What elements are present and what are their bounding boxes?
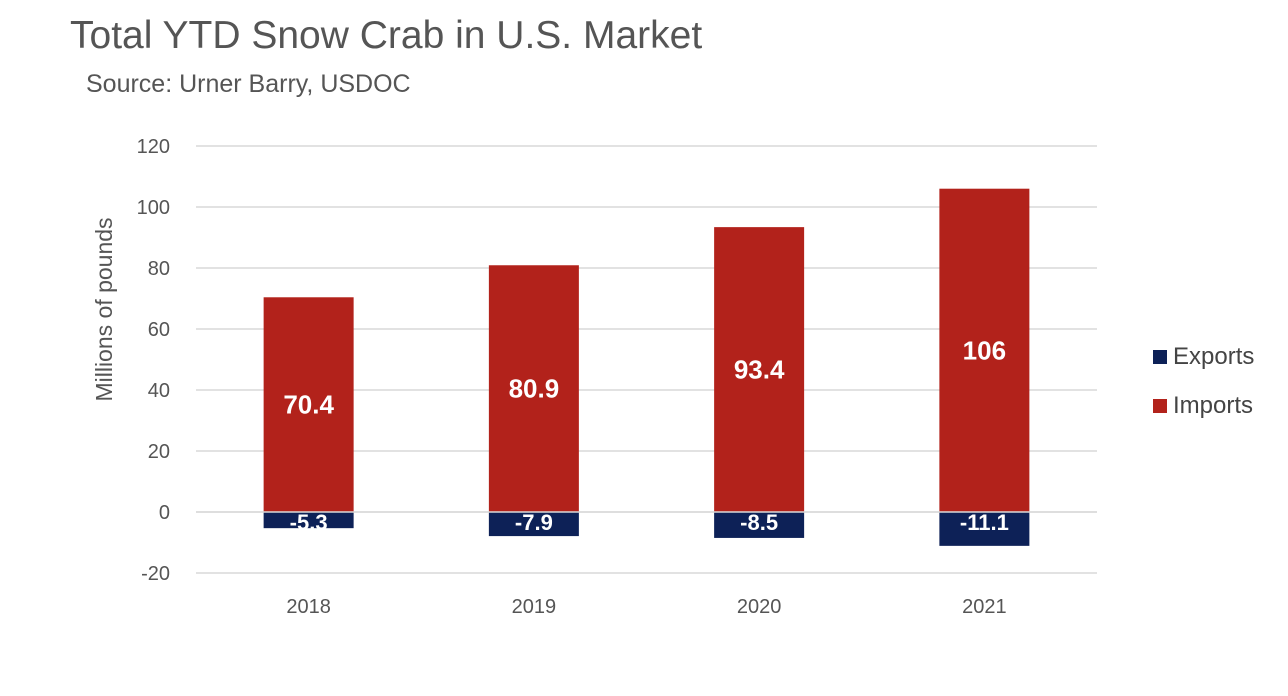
data-label-imports: 106: [963, 335, 1006, 365]
x-tick-label: 2018: [286, 596, 331, 618]
legend-swatch-exports: [1153, 350, 1167, 364]
bar-imports: [488, 265, 579, 512]
data-label-exports: -7.9: [515, 510, 553, 535]
data-label-exports: -11.1: [960, 510, 1009, 535]
y-tick-label: 40: [148, 380, 170, 402]
y-tick-label: 60: [148, 319, 170, 341]
data-label-imports: 80.9: [509, 374, 560, 404]
bar-exports: [714, 512, 805, 538]
x-tick-label: 2020: [737, 596, 782, 618]
data-label-exports: -8.5: [740, 510, 778, 535]
y-tick-label: 100: [137, 197, 170, 219]
bar-imports: [263, 297, 354, 512]
axes: -20 0 20 40 60 80 100 120 Millions of pounds 2018…: [91, 136, 1097, 618]
bar-imports: [939, 188, 1030, 512]
bar-exports: [263, 512, 354, 529]
legend: Exports Imports: [1153, 342, 1254, 440]
y-tick-label: 120: [137, 136, 170, 158]
data-label-imports: 70.4: [283, 390, 334, 420]
y-tick-label: 0: [159, 502, 170, 524]
y-tick-label: 80: [148, 258, 170, 280]
bar-imports: [714, 227, 805, 512]
legend-label-exports: Exports: [1173, 343, 1255, 370]
data-label-exports: -5.3: [290, 510, 328, 535]
legend-label-imports: Imports: [1173, 392, 1254, 419]
x-tick-label: 2021: [962, 596, 1007, 618]
x-tick-label: 2019: [512, 596, 557, 618]
y-axis-title: Millions of pounds: [91, 217, 117, 401]
legend-item-exports: Exports: [1153, 342, 1254, 372]
data-labels: -5.3 70.4 -7.9 80.9 -8.5 93.4 -11.1 106: [283, 335, 1009, 535]
legend-swatch-imports: [1153, 399, 1167, 413]
legend-item-imports: Imports: [1153, 391, 1254, 421]
y-tick-label: -20: [141, 563, 170, 585]
chart-title: Total YTD Snow Crab in U.S. Market: [70, 14, 703, 57]
bar-exports: [939, 512, 1030, 546]
y-tick-label: 20: [148, 441, 170, 463]
bars: [263, 188, 1030, 546]
data-label-imports: 93.4: [734, 355, 785, 385]
chart-subtitle: Source: Urner Barry, USDOC: [86, 70, 411, 98]
bar-exports: [488, 512, 579, 537]
